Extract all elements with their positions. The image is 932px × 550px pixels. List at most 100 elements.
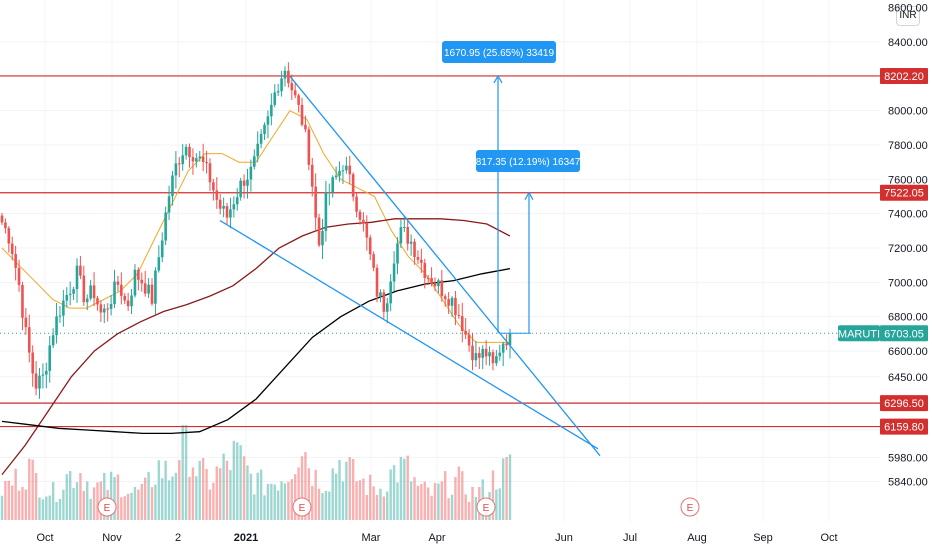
candle-body [109, 303, 113, 309]
time-axis[interactable]: Oct Nov 2 2021 Mar Apr Jun Jul Aug Sep Oct [36, 532, 837, 544]
candle-body [324, 192, 328, 231]
y-tick-label: 8600.00 [888, 3, 928, 15]
volume-bar [188, 476, 191, 520]
level-badge [880, 418, 928, 435]
symbol-label: MARUTI [838, 328, 880, 340]
y-tick-label: 6800.00 [888, 312, 928, 324]
candle-body [259, 134, 263, 144]
volume-bar [14, 468, 17, 520]
y-tick-label: 7800.00 [888, 140, 928, 152]
candle-body [423, 262, 427, 278]
volume-bar [62, 489, 65, 520]
volume-bar [75, 482, 79, 520]
earnings-marker [292, 497, 312, 517]
candle-body [454, 297, 457, 316]
volume-bar [242, 456, 246, 520]
candle-body [321, 230, 324, 246]
candle-body [212, 182, 215, 191]
candle-body [392, 263, 396, 282]
volume-bar [280, 481, 283, 520]
volume-bar [89, 498, 92, 520]
candle-body [191, 157, 195, 162]
volume-bar [167, 480, 171, 520]
candle-body [120, 284, 123, 296]
measurements[interactable]: 1670.95 (25.65%) 33419 817.35 (12.19%) 16… [442, 41, 581, 334]
x-tick-label: Jun [555, 532, 573, 544]
volume-bar [181, 425, 184, 520]
ma-mid-line [1, 218, 511, 476]
volume-bar [324, 490, 328, 520]
candle-body [181, 155, 184, 165]
candle-body [481, 348, 485, 358]
level-badge-label: 8202.20 [884, 71, 924, 83]
candle-body [508, 333, 512, 346]
volume-bar [171, 476, 174, 520]
candle-body [79, 265, 82, 276]
volume-bar [399, 456, 403, 520]
volume-bar [355, 481, 358, 520]
candle-body [242, 180, 246, 186]
volume-bar [389, 469, 392, 520]
x-tick-label: 2 [175, 532, 181, 544]
measure-arrowhead [524, 191, 534, 201]
candle-body [440, 280, 444, 297]
candle-body [167, 196, 171, 213]
level-badge-label: 6159.80 [884, 422, 924, 434]
candle-body [137, 269, 140, 280]
candle-body [460, 316, 464, 331]
volume-bar [259, 469, 263, 520]
candle-body [266, 116, 270, 125]
candle-body [307, 129, 311, 165]
candle-body [283, 70, 287, 79]
candle-body [505, 343, 508, 346]
candle-body [177, 163, 181, 165]
candle-body [389, 281, 392, 304]
volume-bar [103, 472, 106, 520]
candle-body [331, 177, 335, 193]
volume-bar [311, 485, 314, 520]
measure-label: 817.35 (12.19%) 16347 [476, 157, 581, 168]
horizontal-levels[interactable] [0, 75, 880, 428]
volume-bar [184, 425, 188, 520]
volume-bar [215, 466, 218, 520]
volume-bar [474, 496, 478, 520]
x-tick-label: Oct [820, 532, 837, 544]
candle-body [222, 206, 225, 209]
y-tick-label: 6450.00 [888, 372, 928, 384]
volume-bar [334, 473, 338, 520]
volume-bar [345, 461, 348, 520]
volume-bar [426, 487, 430, 520]
volume-bar [495, 489, 498, 520]
currency-button[interactable]: INR [896, 6, 920, 26]
candle-body [62, 300, 65, 316]
volume-bar [386, 491, 389, 520]
candle-body [484, 348, 488, 357]
candle-body [406, 227, 410, 244]
volume-bar [133, 487, 137, 520]
volume-bar [137, 489, 140, 520]
candle-body [130, 295, 133, 307]
candle-body [310, 164, 314, 187]
candle-body [174, 163, 178, 176]
trendlines[interactable] [219, 75, 601, 457]
volume-bar [464, 494, 467, 520]
earnings-marker [97, 497, 117, 517]
earnings-marker-label: E [104, 503, 111, 514]
candle-body [96, 298, 99, 305]
volume-bar [130, 492, 133, 520]
candle-body [430, 277, 433, 284]
y-tick-label: 8400.00 [888, 37, 928, 49]
candle-body [225, 206, 229, 218]
volume-bar [41, 499, 45, 520]
candle-body [334, 175, 338, 178]
candle-body [116, 281, 120, 285]
measure-arrowhead [493, 74, 503, 84]
candle-body [201, 156, 205, 163]
candle-body [396, 243, 399, 264]
y-tick-label: 6600.00 [888, 346, 928, 358]
candles [0, 62, 512, 399]
candle-body [464, 330, 467, 335]
candle-body [365, 223, 369, 238]
